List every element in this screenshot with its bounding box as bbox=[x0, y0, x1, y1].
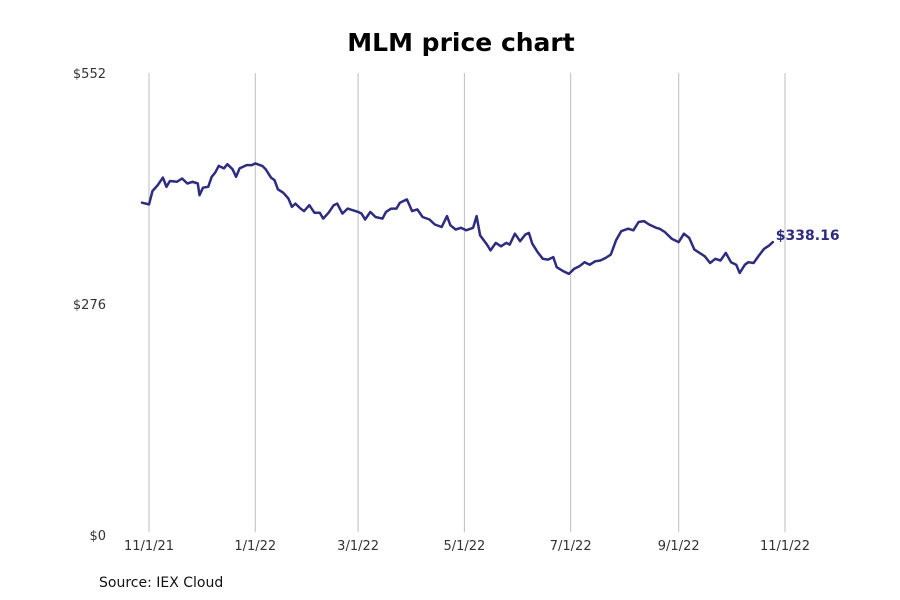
x-tick-label: 9/1/22 bbox=[658, 539, 700, 554]
x-tick-label: 3/1/22 bbox=[337, 539, 379, 554]
price-line bbox=[140, 162, 775, 276]
y-axis-tick-labels: $0 $276 $552 bbox=[73, 67, 106, 544]
chart-title: MLM price chart bbox=[347, 28, 574, 57]
x-axis-tick-labels: 11/1/21 1/1/22 3/1/22 5/1/22 7/1/22 9/1/22 11/… bbox=[124, 539, 810, 554]
x-tick-label: 7/1/22 bbox=[550, 539, 592, 554]
last-price-label: $338.16 bbox=[776, 228, 840, 244]
source-note: Source: IEX Cloud bbox=[99, 575, 223, 591]
x-tick-label: 11/1/21 bbox=[124, 539, 174, 554]
y-tick-label: $0 bbox=[89, 529, 106, 544]
y-tick-label: $552 bbox=[73, 67, 106, 82]
x-tick-label: 5/1/22 bbox=[443, 539, 485, 554]
x-tick-label: 1/1/22 bbox=[234, 539, 276, 554]
vertical-gridlines bbox=[148, 73, 786, 532]
x-tick-label: 11/1/22 bbox=[760, 539, 810, 554]
y-tick-label: $276 bbox=[73, 298, 106, 313]
